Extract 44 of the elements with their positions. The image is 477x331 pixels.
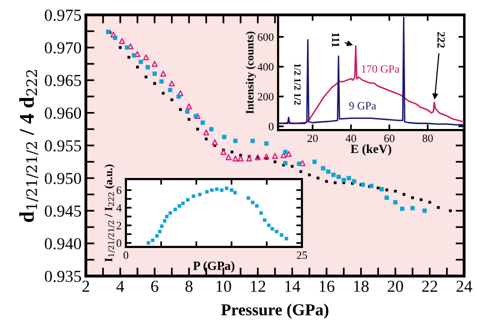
annotation: 1/2 1/2 1/2 [294, 64, 301, 105]
x-tick-label: 20 [308, 134, 318, 142]
y-axis-title: d$_{1/21/21/2}$ / 4 d$_{222}$ [19, 70, 38, 222]
series-label: 9 GPa [349, 102, 376, 110]
y-tick-label: 0.945 [44, 205, 82, 217]
y-axis-title: Intensity (counts) [246, 32, 256, 114]
x-tick-label: 22 [422, 280, 438, 292]
y-tick-label: 400 [257, 63, 274, 71]
y-tick-label: 200 [258, 92, 274, 100]
x-tick-label: 80 [422, 134, 433, 142]
series-label: 170 GPa [362, 65, 400, 73]
x-tick-label: 16 [320, 280, 334, 292]
y-tick-label: 0.965 [44, 74, 82, 86]
x-tick-label: 6 [151, 280, 158, 292]
y-tick-label: 6 [116, 186, 122, 194]
x-axis-title: E (keV) [350, 144, 392, 156]
y-tick-label: 600 [258, 33, 274, 41]
annotation: 222 [437, 32, 445, 48]
y-tick-label: 0.935 [44, 270, 82, 282]
x-tick-label: 20 [388, 280, 404, 292]
y-tick-label: 0 [268, 122, 274, 130]
x-axis-title: P (GPa) [193, 261, 234, 273]
y-tick-label: 0.970 [44, 42, 82, 54]
y-tick-label: 0 [116, 239, 122, 247]
y-tick-label: 0.950 [44, 172, 82, 184]
x-tick-label: 10 [216, 280, 232, 292]
x-axis-title: Pressure (GPa) [221, 304, 328, 319]
y-tick-label: 0.940 [44, 238, 82, 250]
x-tick-label: 24 [456, 280, 472, 292]
y-tick-label: 0.955 [44, 140, 82, 152]
x-tick-label: 40 [346, 134, 356, 142]
x-tick-label: 18 [354, 280, 369, 292]
x-tick-label: 2 [82, 280, 90, 292]
x-tick-label: 12 [250, 280, 266, 292]
annotation: 111 [332, 33, 340, 47]
y-tick-label: 2 [116, 222, 122, 230]
y-tick-label: 0.960 [44, 108, 82, 119]
x-tick-label: 60 [384, 134, 394, 142]
x-tick-label: 14 [285, 280, 300, 292]
x-tick-label: 8 [185, 280, 193, 292]
y-axis-title: I$_{1/21/21/2}$ / I$_{222}$ (a.u.) [104, 164, 115, 262]
x-tick-label: 25 [296, 251, 308, 259]
y-tick-label: 0.975 [44, 10, 82, 21]
y-tick-label: 4 [116, 204, 122, 212]
